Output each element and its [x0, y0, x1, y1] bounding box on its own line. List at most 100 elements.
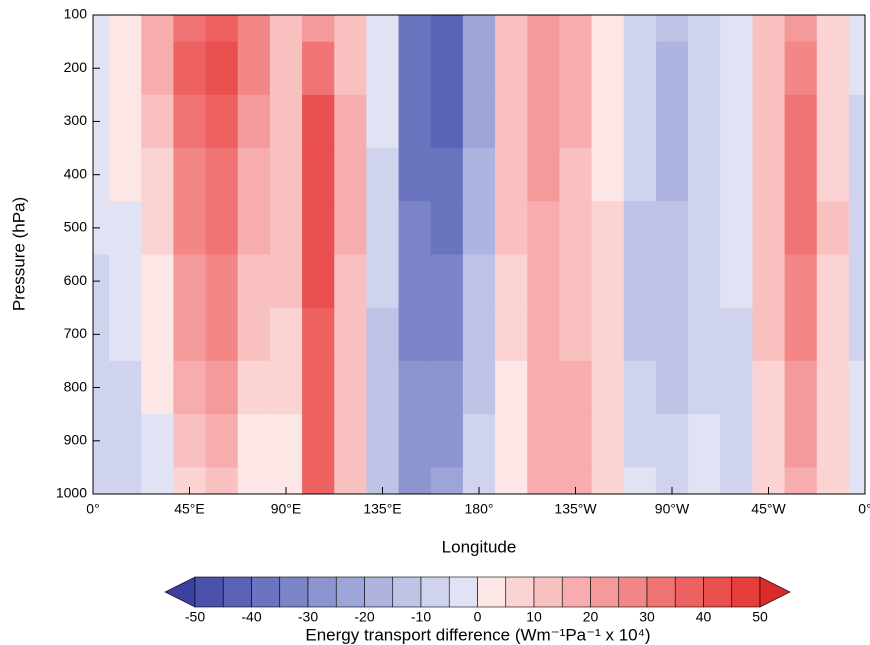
heatmap-cell — [302, 414, 335, 468]
heatmap-cell — [141, 254, 174, 309]
colorbar-box — [646, 576, 676, 608]
heatmap-cell — [495, 467, 528, 495]
heatmap — [93, 15, 866, 495]
heatmap-cell — [688, 41, 721, 96]
heatmap-cell — [720, 41, 753, 96]
heatmap-cell — [398, 307, 432, 362]
heatmap-cell — [366, 15, 400, 43]
y-tick-label: 300 — [64, 112, 88, 128]
heatmap-cell — [720, 201, 753, 255]
heatmap-cell — [527, 148, 560, 202]
heatmap-cell — [784, 414, 818, 468]
heatmap-cell — [623, 201, 657, 255]
heatmap-cell — [848, 41, 866, 96]
heatmap-cell — [109, 414, 142, 468]
heatmap-cell — [205, 94, 239, 149]
heatmap-cell — [141, 41, 174, 96]
x-tick-label: 135°E — [363, 501, 401, 517]
heatmap-cell — [109, 94, 142, 149]
heatmap-cell — [591, 41, 625, 96]
heatmap-cell — [752, 254, 786, 309]
colorbar-box — [505, 576, 535, 608]
colorbar-box — [731, 576, 761, 608]
heatmap-cell — [366, 148, 400, 202]
heatmap-cell — [816, 148, 850, 202]
heatmap-cell — [559, 148, 593, 202]
heatmap-cell — [752, 414, 786, 468]
heatmap-cell — [816, 254, 850, 309]
heatmap-cell — [784, 307, 818, 362]
heatmap-cell — [655, 94, 689, 149]
heatmap-cell — [623, 307, 657, 362]
colorbar-box — [590, 576, 620, 608]
colorbar-box — [561, 576, 591, 608]
heatmap-cell — [269, 15, 303, 43]
colorbar-tick-label: -50 — [185, 609, 205, 625]
heatmap-cell — [141, 467, 174, 495]
heatmap-cell — [205, 15, 239, 43]
heatmap-cell — [527, 414, 560, 468]
heatmap-cell — [237, 414, 271, 468]
heatmap-cell — [848, 307, 866, 362]
heatmap-cell — [816, 201, 850, 255]
heatmap-cell — [848, 15, 866, 43]
heatmap-cell — [302, 41, 335, 96]
heatmap-cell — [173, 15, 207, 43]
heatmap-cell — [623, 254, 657, 309]
heatmap-cell — [269, 148, 303, 202]
heatmap-cell — [848, 94, 866, 149]
heatmap-cell — [559, 360, 593, 415]
heatmap-cell — [430, 201, 464, 255]
colorbar-tick-label: -20 — [354, 609, 374, 625]
heatmap-cell — [237, 41, 271, 96]
heatmap-cell — [623, 148, 657, 202]
heatmap-cell — [816, 360, 850, 415]
heatmap-cell — [237, 254, 271, 309]
heatmap-cell — [334, 94, 367, 149]
heatmap-cell — [237, 467, 271, 495]
heatmap-cell — [816, 414, 850, 468]
colorbar-box — [279, 576, 309, 608]
heatmap-cell — [141, 15, 174, 43]
colorbar-tick-label: -10 — [411, 609, 431, 625]
heatmap-cell — [173, 307, 207, 362]
heatmap-cell — [334, 414, 367, 468]
heatmap-cell — [559, 201, 593, 255]
heatmap-cell — [430, 148, 464, 202]
heatmap-cell — [237, 307, 271, 362]
heatmap-cell — [269, 307, 303, 362]
heatmap-cell — [93, 41, 110, 96]
y-tick-label: 400 — [64, 165, 88, 181]
y-tick-label: 200 — [64, 59, 88, 75]
heatmap-cell — [462, 360, 496, 415]
heatmap-cell — [269, 41, 303, 96]
heatmap-cell — [720, 15, 753, 43]
heatmap-cell — [302, 94, 335, 149]
heatmap-cell — [816, 307, 850, 362]
heatmap-cell — [559, 414, 593, 468]
heatmap-cell — [591, 201, 625, 255]
heatmap-cell — [559, 307, 593, 362]
x-tick-label: 0° — [858, 501, 870, 517]
heatmap-cell — [302, 307, 335, 362]
colorbar-box — [448, 576, 478, 608]
colorbar-box — [618, 576, 648, 608]
heatmap-cell — [559, 15, 593, 43]
heatmap-cell — [398, 15, 432, 43]
heatmap-cell — [269, 254, 303, 309]
heatmap-cell — [173, 94, 207, 149]
heatmap-cell — [366, 360, 400, 415]
x-tick-label: 90°E — [271, 501, 302, 517]
heatmap-cell — [302, 360, 335, 415]
heatmap-cell — [688, 360, 721, 415]
heatmap-cell — [591, 148, 625, 202]
heatmap-cell — [141, 307, 174, 362]
heatmap-cell — [462, 15, 496, 43]
heatmap-cell — [688, 467, 721, 495]
heatmap-cell — [720, 467, 753, 495]
heatmap-cell — [109, 41, 142, 96]
heatmap-cell — [816, 467, 850, 495]
heatmap-cell — [430, 307, 464, 362]
colorbar-box — [251, 576, 281, 608]
heatmap-cell — [237, 94, 271, 149]
